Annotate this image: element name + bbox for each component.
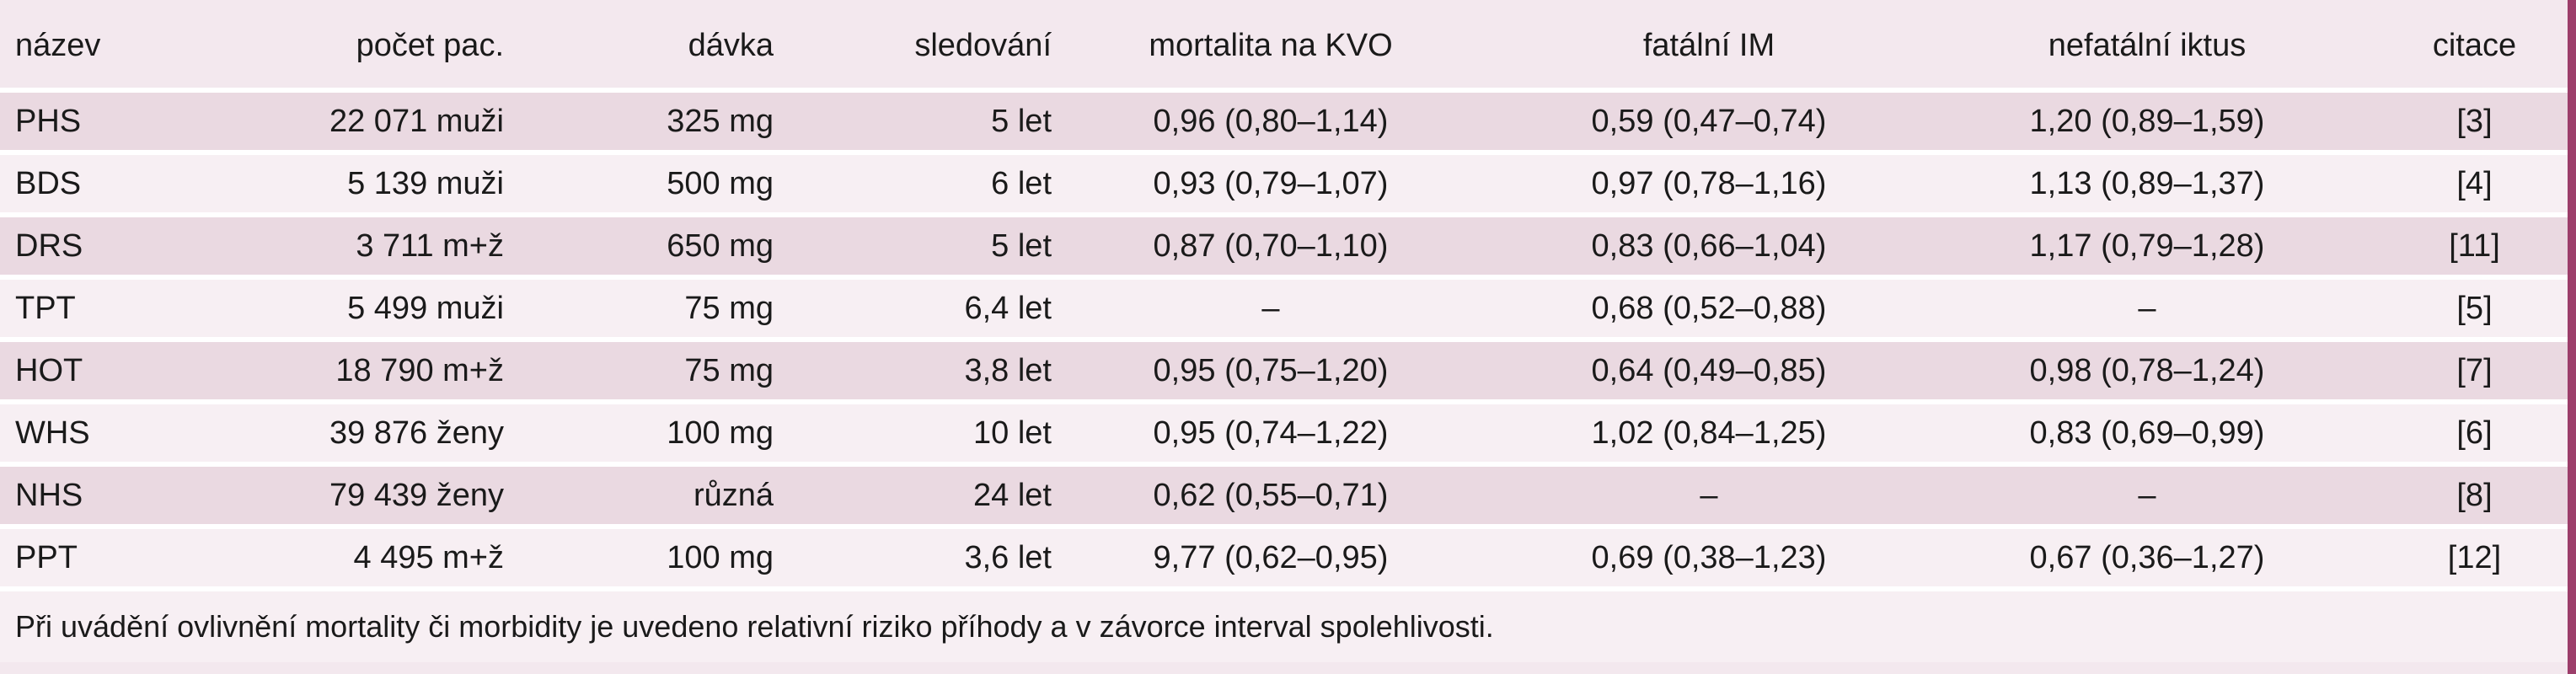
cell-follow: 24 let: [774, 462, 1052, 527]
cell-citation: [8]: [2366, 462, 2576, 527]
cell-citation: [3]: [2366, 88, 2576, 152]
cell-citation: [12]: [2366, 524, 2576, 589]
header-dose: dávka: [688, 27, 774, 63]
cell-nonfatal-stroke: –: [1928, 275, 2366, 340]
cell-dose: 650 mg: [504, 212, 774, 277]
table-row: TPT 5 499 muži 75 mg 6,4 let – 0,68 (0,5…: [0, 275, 2576, 340]
cell-fatal-mi: 0,59 (0,47–0,74): [1490, 88, 1928, 152]
cell-nonfatal-stroke: 1,17 (0,79–1,28): [1928, 212, 2366, 277]
cell-count: 18 790 m+ž: [268, 337, 504, 402]
cell-count: 3 711 m+ž: [268, 212, 504, 277]
cell-count: 22 071 muži: [268, 88, 504, 152]
cell-mortality: 0,95 (0,74–1,22): [1052, 399, 1490, 464]
cell-mortality: 0,87 (0,70–1,10): [1052, 212, 1490, 277]
cell-follow: 3,6 let: [774, 524, 1052, 589]
header-count: počet pac.: [356, 27, 504, 63]
cell-nonfatal-stroke: 1,13 (0,89–1,37): [1928, 150, 2366, 215]
cell-fatal-mi: –: [1490, 462, 1928, 527]
cell-citation: [11]: [2366, 212, 2576, 277]
cell-dose: 75 mg: [504, 337, 774, 402]
header-row: název počet pac. dávka sledování mortali…: [0, 0, 2576, 90]
cell-count: 39 876 ženy: [268, 399, 504, 464]
cell-nonfatal-stroke: 0,83 (0,69–0,99): [1928, 399, 2366, 464]
cell-citation: [7]: [2366, 337, 2576, 402]
cell-dose: různá: [504, 462, 774, 527]
table-row: BDS 5 139 muži 500 mg 6 let 0,93 (0,79–1…: [0, 150, 2576, 215]
footnote-row: Při uvádění ovlivnění mortality či morbi…: [0, 586, 2576, 662]
cell-mortality: 0,62 (0,55–0,71): [1052, 462, 1490, 527]
cell-name: TPT: [0, 275, 268, 340]
table-row: PPT 4 495 m+ž 100 mg 3,6 let 9,77 (0,62–…: [0, 524, 2576, 589]
table-row: PHS 22 071 muži 325 mg 5 let 0,96 (0,80–…: [0, 88, 2576, 152]
cell-follow: 10 let: [774, 399, 1052, 464]
cell-nonfatal-stroke: 1,20 (0,89–1,59): [1928, 88, 2366, 152]
header-follow: sledování: [914, 27, 1052, 63]
cell-fatal-mi: 0,97 (0,78–1,16): [1490, 150, 1928, 215]
cell-count: 4 495 m+ž: [268, 524, 504, 589]
header-name: název: [15, 27, 101, 63]
cell-name: PPT: [0, 524, 268, 589]
cell-count: 79 439 ženy: [268, 462, 504, 527]
cell-mortality: –: [1052, 275, 1490, 340]
cell-fatal-mi: 0,68 (0,52–0,88): [1490, 275, 1928, 340]
cell-citation: [4]: [2366, 150, 2576, 215]
cell-mortality: 9,77 (0,62–0,95): [1052, 524, 1490, 589]
header-mortality: mortalita na KVO: [1149, 27, 1393, 63]
header-nonfatal-stroke: nefatální iktus: [2048, 27, 2247, 63]
footnote: Při uvádění ovlivnění mortality či morbi…: [0, 586, 2576, 662]
cell-name: HOT: [0, 337, 268, 402]
table-row: NHS 79 439 ženy různá 24 let 0,62 (0,55–…: [0, 462, 2576, 527]
cell-nonfatal-stroke: –: [1928, 462, 2366, 527]
cell-count: 5 139 muži: [268, 150, 504, 215]
cell-fatal-mi: 0,83 (0,66–1,04): [1490, 212, 1928, 277]
cell-count: 5 499 muži: [268, 275, 504, 340]
cell-follow: 6,4 let: [774, 275, 1052, 340]
cell-nonfatal-stroke: 0,67 (0,36–1,27): [1928, 524, 2366, 589]
cell-mortality: 0,93 (0,79–1,07): [1052, 150, 1490, 215]
cell-dose: 325 mg: [504, 88, 774, 152]
table-row: WHS 39 876 ženy 100 mg 10 let 0,95 (0,74…: [0, 399, 2576, 464]
cell-follow: 5 let: [774, 88, 1052, 152]
cell-fatal-mi: 0,69 (0,38–1,23): [1490, 524, 1928, 589]
cell-nonfatal-stroke: 0,98 (0,78–1,24): [1928, 337, 2366, 402]
cell-follow: 6 let: [774, 150, 1052, 215]
cell-name: NHS: [0, 462, 268, 527]
cell-follow: 3,8 let: [774, 337, 1052, 402]
header-fatal-mi: fatální IM: [1642, 27, 1775, 63]
cell-citation: [6]: [2366, 399, 2576, 464]
cell-citation: [5]: [2366, 275, 2576, 340]
cell-dose: 100 mg: [504, 399, 774, 464]
cell-dose: 500 mg: [504, 150, 774, 215]
cell-fatal-mi: 0,64 (0,49–0,85): [1490, 337, 1928, 402]
cell-name: WHS: [0, 399, 268, 464]
table-row: HOT 18 790 m+ž 75 mg 3,8 let 0,95 (0,75–…: [0, 337, 2576, 402]
table-row: DRS 3 711 m+ž 650 mg 5 let 0,87 (0,70–1,…: [0, 212, 2576, 277]
cell-mortality: 0,95 (0,75–1,20): [1052, 337, 1490, 402]
cell-dose: 100 mg: [504, 524, 774, 589]
cell-name: BDS: [0, 150, 268, 215]
cell-name: PHS: [0, 88, 268, 152]
cell-fatal-mi: 1,02 (0,84–1,25): [1490, 399, 1928, 464]
cell-follow: 5 let: [774, 212, 1052, 277]
cell-mortality: 0,96 (0,80–1,14): [1052, 88, 1490, 152]
header-citation: citace: [2432, 27, 2517, 63]
cell-name: DRS: [0, 212, 268, 277]
cell-dose: 75 mg: [504, 275, 774, 340]
